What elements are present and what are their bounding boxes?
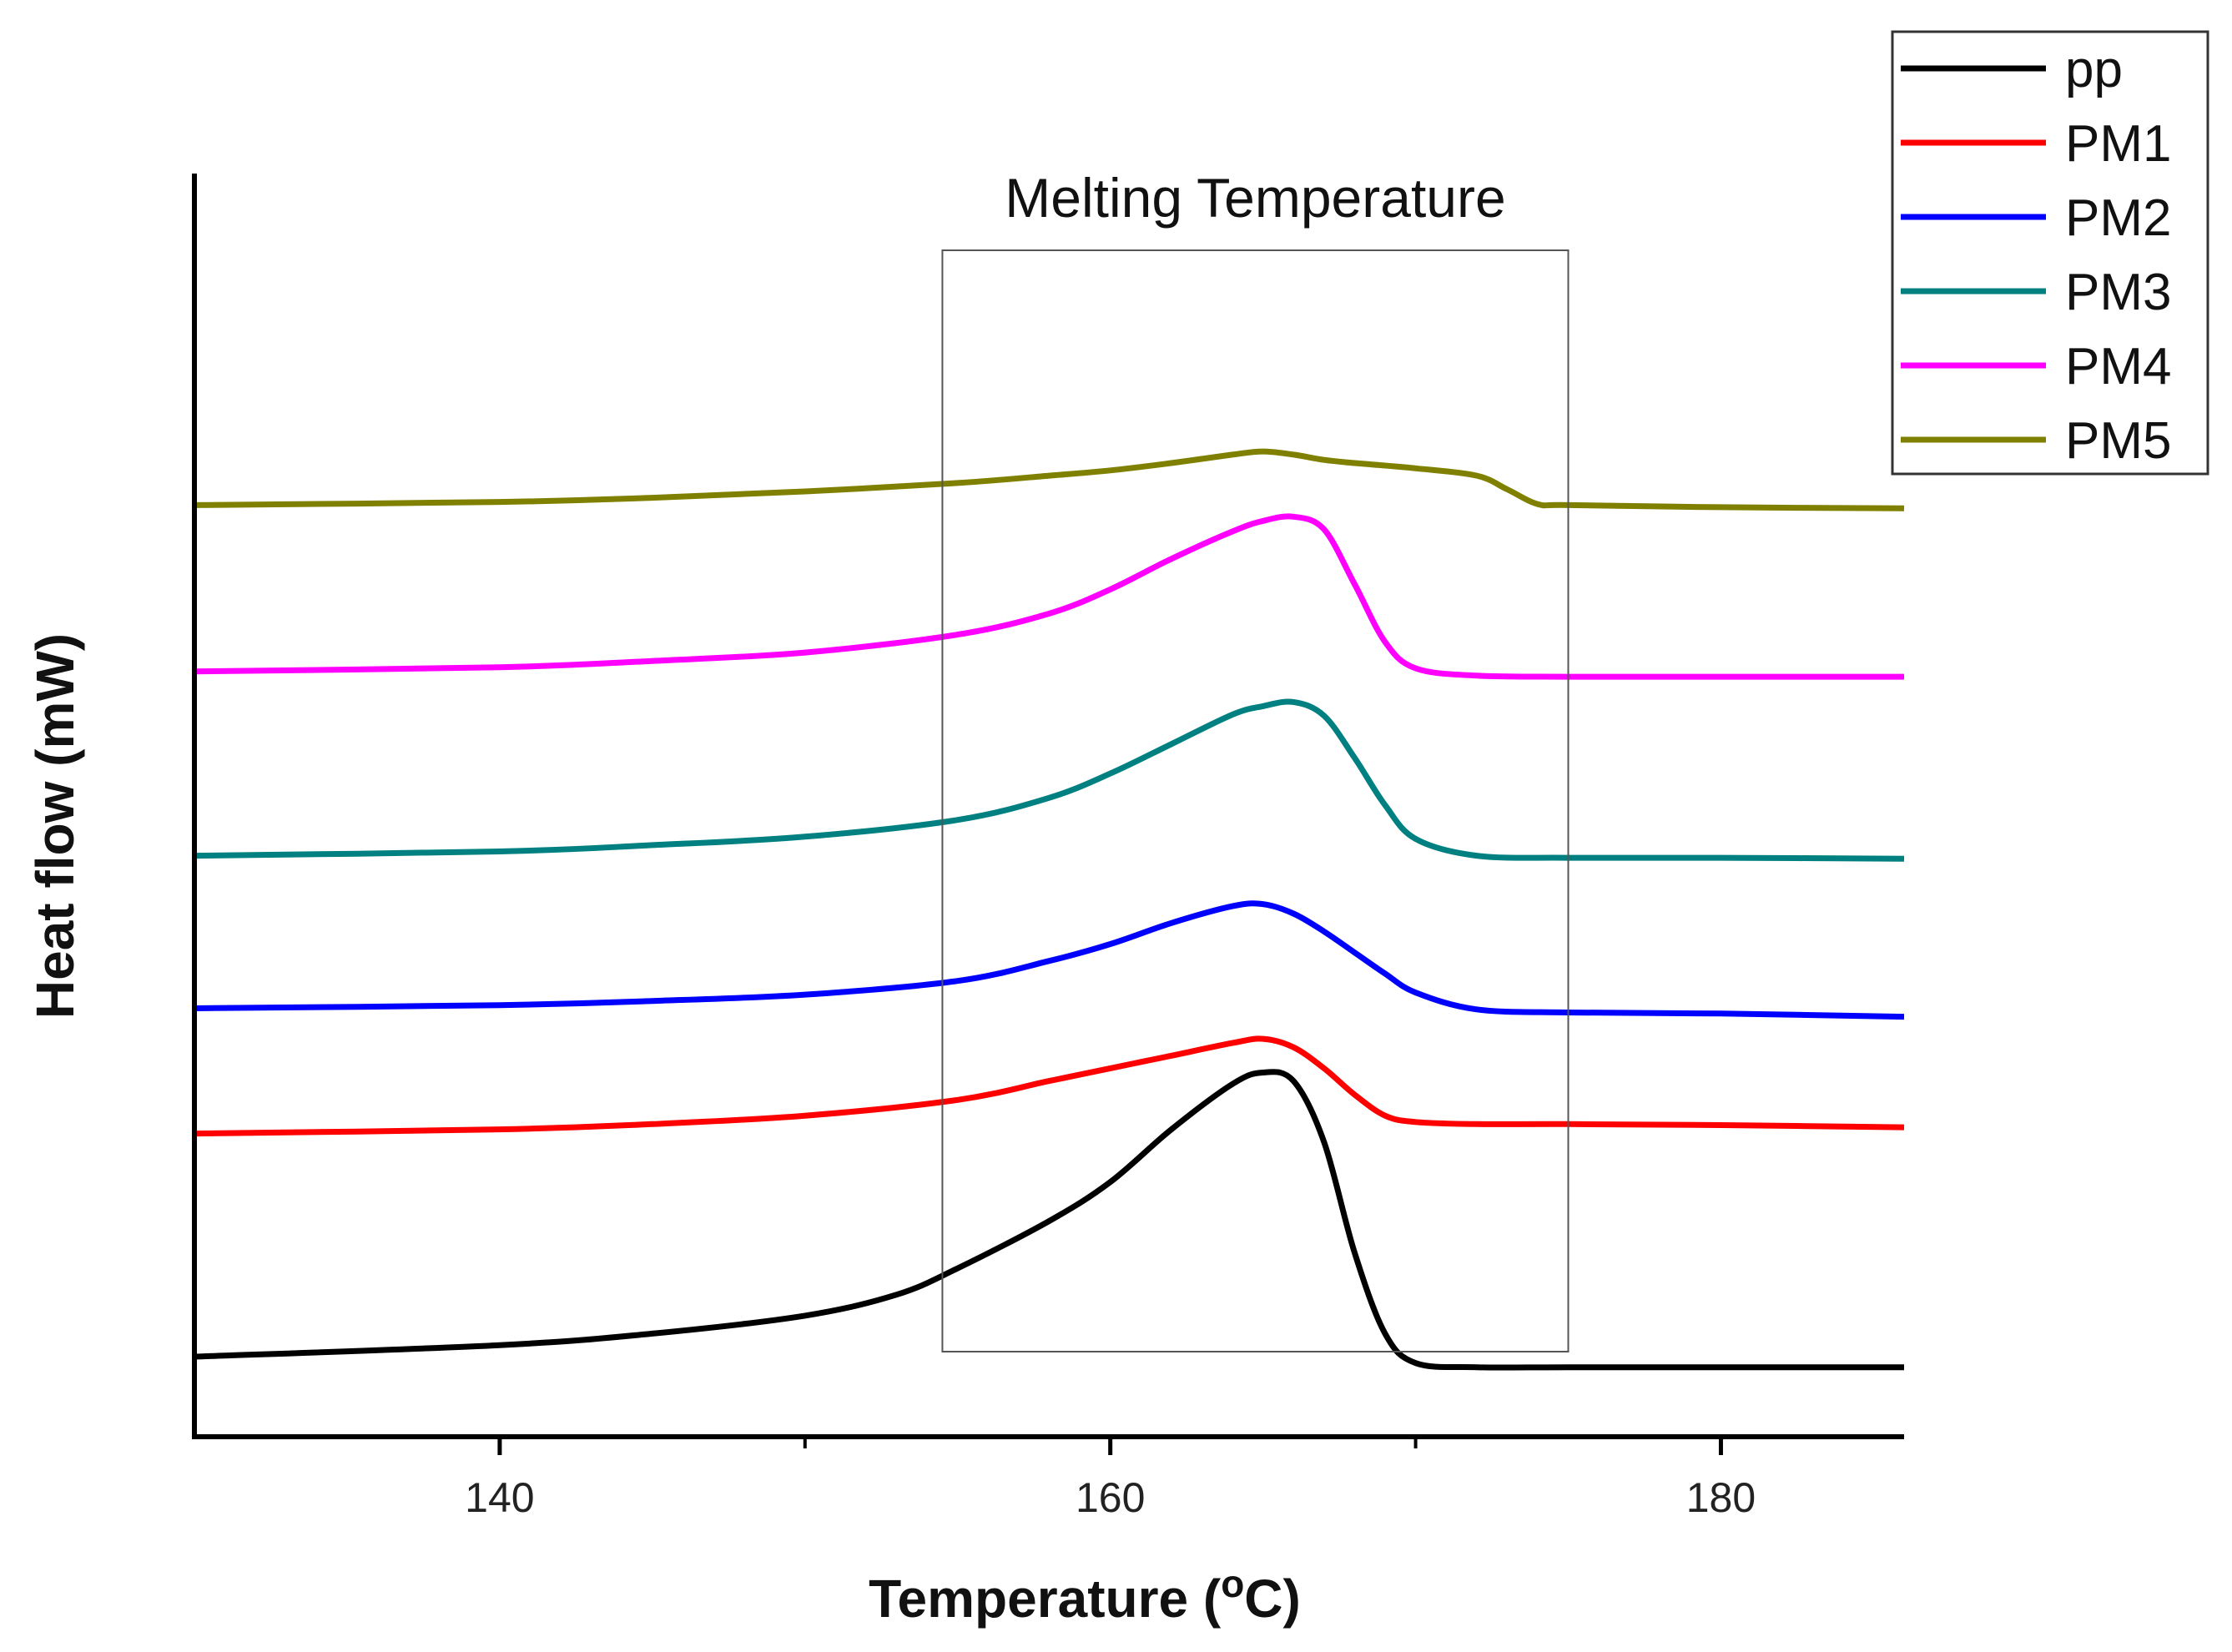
x-ticks: 140 160 180	[465, 1437, 1756, 1521]
series-line-pm4	[194, 513, 1904, 680]
legend: pp PM1 PM2 PM3 PM4 PM5	[1891, 30, 2209, 476]
series-line-pm3	[194, 698, 1905, 862]
y-axis-title: Heat flow (mW)	[25, 633, 85, 1019]
x-axis-title: Temperature (oC)	[869, 1562, 1301, 1629]
legend-label-pm1: PM1	[2065, 115, 2171, 173]
x-tick-label: 180	[1686, 1474, 1756, 1521]
x-tick-label: 140	[465, 1474, 534, 1521]
legend-label-pm4: PM4	[2065, 338, 2171, 395]
series-line-pm5	[194, 448, 1905, 511]
series-line-pp	[194, 1069, 1904, 1371]
series-line-pm2	[194, 900, 1905, 1020]
legend-label-pm2: PM2	[2065, 189, 2171, 247]
legend-label-pp: pp	[2065, 41, 2123, 98]
plot-lines	[194, 448, 1905, 1371]
x-tick-label: 160	[1076, 1474, 1145, 1521]
melting-temperature-box	[941, 249, 1569, 1352]
series-line-pm1	[194, 1035, 1905, 1137]
legend-label-pm5: PM5	[2065, 412, 2171, 470]
melting-temperature-label: Melting Temperature	[1005, 167, 1505, 229]
legend-box	[1891, 30, 2209, 476]
legend-label-pm3: PM3	[2065, 264, 2171, 321]
